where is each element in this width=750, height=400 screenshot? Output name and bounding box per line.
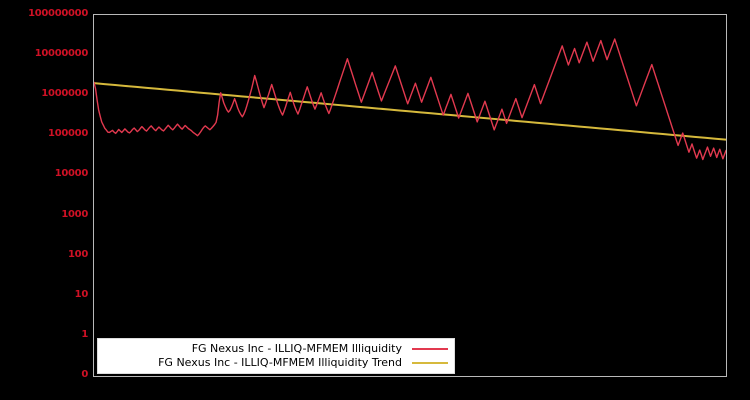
plot-area (93, 14, 727, 377)
y-tick-label: 10000000 (34, 48, 89, 60)
line-swatch-trend-icon (412, 362, 448, 364)
y-tick-label: 1 (81, 328, 88, 340)
y-tick-label: 10000 (54, 168, 89, 180)
y-tick-label: 100 (68, 248, 88, 260)
y-tick-label: 100000 (48, 128, 88, 140)
plot-svg (94, 38, 726, 161)
legend-item-label: FG Nexus Inc - ILLIQ-MFMEM Illiquidity T… (158, 356, 402, 369)
legend-item[interactable]: FG Nexus Inc - ILLIQ-MFMEM Illiquidity T… (102, 356, 448, 370)
legend-item[interactable]: FG Nexus Inc - ILLIQ-MFMEM Illiquidity (102, 342, 448, 356)
y-axis: 100000000 10000000 1000000 100000 10000 1000 1… (0, 0, 88, 400)
y-tick-label: 10 (74, 288, 89, 300)
illiquidity-series-path (94, 38, 726, 161)
trend-line-path (94, 82, 726, 141)
y-tick-label: 100000000 (28, 8, 88, 19)
y-tick-label: 0 (81, 369, 88, 380)
legend-item-label: FG Nexus Inc - ILLIQ-MFMEM Illiquidity (191, 342, 402, 355)
y-tick-label: 1000 (61, 208, 88, 220)
line-swatch-series-icon (412, 348, 448, 350)
y-tick-label: 1000000 (41, 88, 88, 100)
legend[interactable]: FG Nexus Inc - ILLIQ-MFMEM Illiquidity FG… (97, 338, 455, 374)
